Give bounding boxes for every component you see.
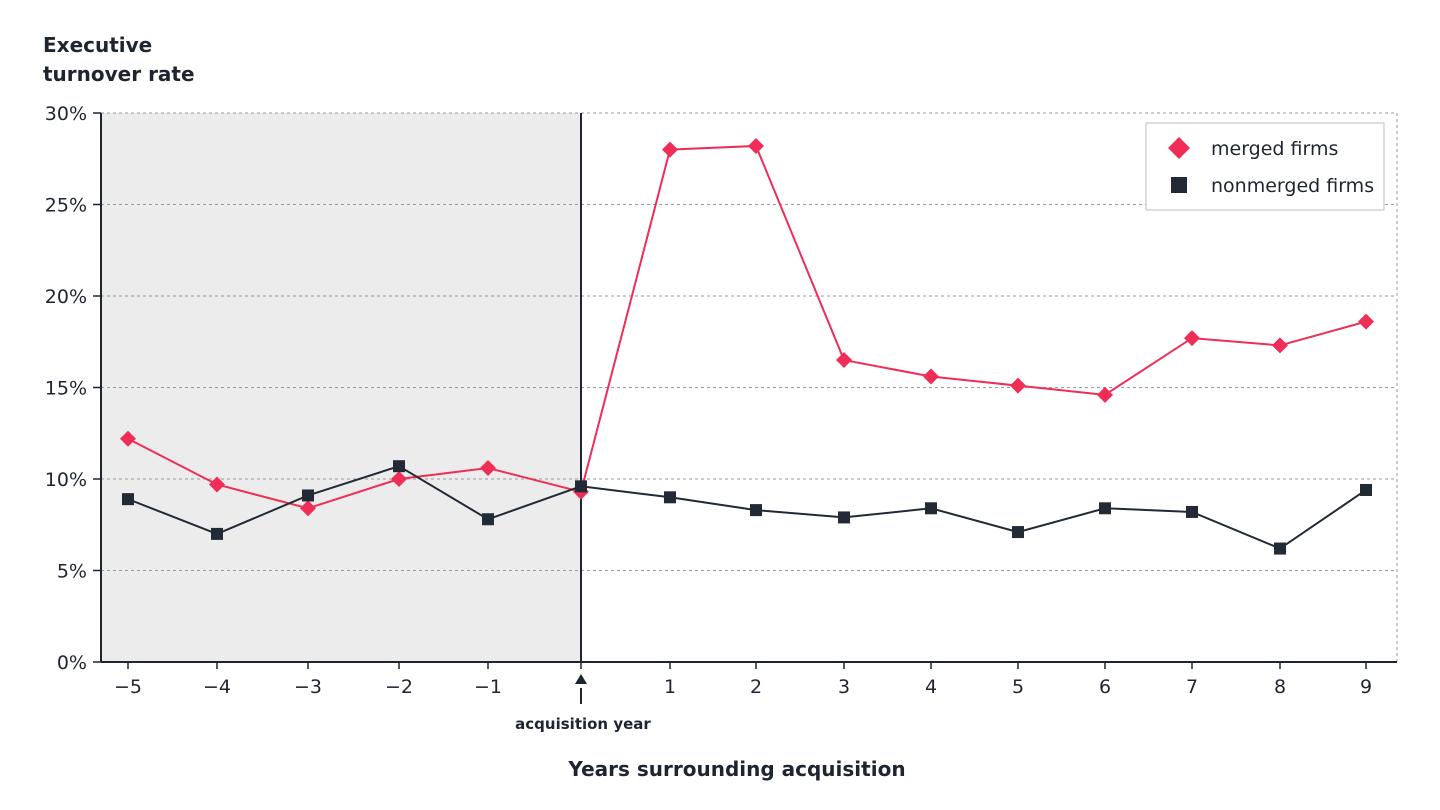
x-tick-label: −3 bbox=[294, 676, 322, 698]
nonmerged-data-point bbox=[925, 502, 937, 515]
x-tick-label: 8 bbox=[1274, 676, 1286, 698]
annotation-label: acquisition year bbox=[515, 715, 651, 733]
legend-label-nonmerged: nonmerged firms bbox=[1211, 175, 1374, 197]
merged-data-point bbox=[923, 368, 939, 385]
y-tick-label: 0% bbox=[57, 652, 87, 674]
legend-box bbox=[1145, 122, 1385, 211]
legend-label-merged: merged firms bbox=[1211, 138, 1338, 160]
nonmerged-data-point bbox=[750, 504, 762, 517]
merged-data-point bbox=[300, 500, 316, 517]
merged-data-point bbox=[1272, 337, 1288, 354]
nonmerged-data-point bbox=[1099, 502, 1111, 515]
y-tick-label: 20% bbox=[45, 286, 87, 308]
merged-data-point bbox=[391, 471, 407, 487]
y-axis-label-line-2: turnover rate bbox=[43, 62, 195, 86]
y-tick-label: 25% bbox=[45, 195, 87, 217]
nonmerged-data-point bbox=[211, 527, 223, 540]
merged-data-point bbox=[836, 352, 852, 369]
legend-marker-merged bbox=[1168, 137, 1190, 159]
merged-data-point bbox=[1010, 377, 1026, 394]
nonmerged-data-point bbox=[393, 460, 405, 473]
nonmerged-data-point bbox=[575, 480, 587, 493]
y-tick-label: 10% bbox=[45, 469, 87, 491]
merged-data-point bbox=[748, 137, 764, 154]
merged-data-point bbox=[662, 141, 678, 158]
y-tick-label: 30% bbox=[45, 103, 87, 125]
y-tick-label: 5% bbox=[57, 561, 87, 583]
x-tick-label: −2 bbox=[385, 676, 413, 698]
x-tick-label: −4 bbox=[203, 676, 231, 698]
x-tick-label: 3 bbox=[838, 676, 850, 698]
merged-data-point bbox=[209, 476, 225, 493]
x-tick-label: 1 bbox=[664, 676, 676, 698]
x-tick-label: 9 bbox=[1360, 676, 1372, 698]
nonmerged-data-point bbox=[838, 511, 850, 524]
legend-marker-nonmerged bbox=[1171, 177, 1187, 193]
annotation-arrow-head bbox=[575, 674, 587, 684]
y-axis-label-line-1: Executive bbox=[43, 33, 153, 57]
merged-data-point bbox=[120, 430, 136, 447]
nonmerged-data-point bbox=[122, 493, 134, 506]
x-tick-label: 7 bbox=[1186, 676, 1198, 698]
nonmerged-data-point bbox=[1274, 542, 1286, 555]
x-tick-label: −5 bbox=[114, 676, 142, 698]
x-tick-label: 6 bbox=[1099, 676, 1111, 698]
x-tick-label: 5 bbox=[1012, 676, 1024, 698]
nonmerged-data-point bbox=[664, 491, 676, 504]
merged-data-point bbox=[480, 460, 496, 477]
nonmerged-data-point bbox=[302, 489, 314, 502]
y-tick-label: 15% bbox=[45, 378, 87, 400]
x-tick-label: 4 bbox=[925, 676, 937, 698]
x-axis-label: Years surrounding acquisition bbox=[568, 757, 906, 781]
nonmerged-data-point bbox=[1012, 526, 1024, 539]
nonmerged-data-point bbox=[482, 513, 494, 526]
merged-data-point bbox=[1097, 386, 1113, 403]
x-tick-label: 2 bbox=[750, 676, 762, 698]
nonmerged-data-point bbox=[1186, 505, 1198, 518]
x-tick-label: −1 bbox=[474, 676, 502, 698]
merged-data-point bbox=[1184, 330, 1200, 347]
nonmerged-data-point bbox=[1360, 483, 1372, 496]
merged-data-point bbox=[1358, 313, 1374, 330]
